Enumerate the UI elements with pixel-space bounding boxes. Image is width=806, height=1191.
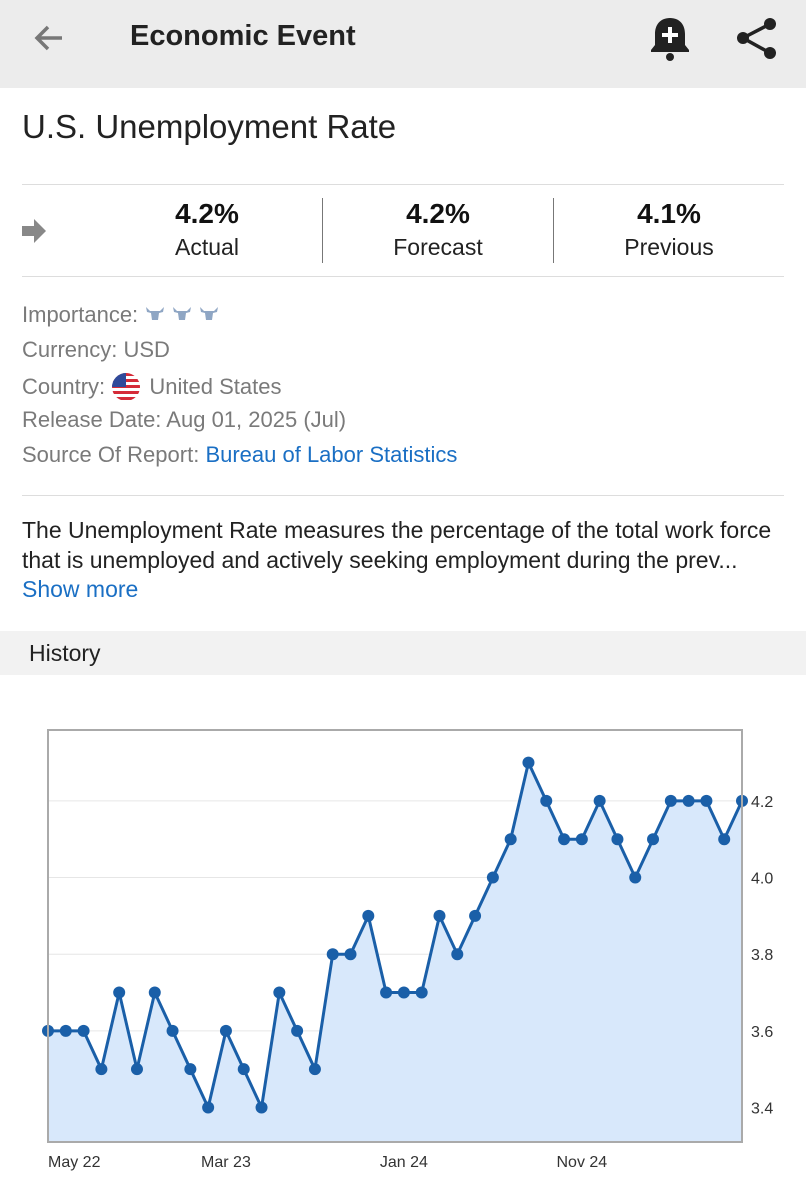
x-tick-label: Jan 24	[380, 1154, 428, 1171]
section-header	[0, 631, 806, 675]
source-link[interactable]: Bureau of Labor Statistics	[205, 442, 458, 467]
x-tick-label: May 22	[48, 1154, 101, 1171]
y-tick-label: 3.8	[751, 947, 773, 964]
x-tick-label: Nov 24	[556, 1154, 607, 1171]
point	[130, 1063, 143, 1076]
divider	[22, 495, 784, 496]
stat-label: Previous	[624, 234, 714, 260]
detail-label: Source Of Report:	[22, 442, 200, 467]
point	[433, 909, 446, 922]
point	[59, 1024, 72, 1037]
app-bar-title: Economic Event	[130, 20, 356, 52]
y-tick-label: 3.4	[751, 1101, 773, 1118]
separator	[322, 198, 323, 263]
point	[362, 909, 375, 922]
point	[326, 948, 339, 961]
point	[166, 1024, 179, 1037]
y-tick-label: 4.2	[751, 794, 773, 811]
point	[682, 794, 695, 807]
detail-label: Country:	[22, 374, 106, 399]
point	[469, 909, 482, 922]
point	[486, 871, 499, 884]
point	[184, 1063, 197, 1076]
point	[611, 833, 624, 846]
point	[575, 833, 588, 846]
section-title: History	[29, 640, 101, 666]
point	[237, 1063, 250, 1076]
plot-border	[47, 729, 743, 1143]
point	[380, 986, 393, 999]
point	[255, 1101, 268, 1114]
point	[593, 794, 606, 807]
detail-row: Importance:	[22, 302, 224, 328]
separator	[553, 198, 554, 263]
point	[77, 1024, 90, 1037]
flag-icon	[112, 373, 141, 401]
chart: 3.4 3.6 3.8 4.0 4.2 May 22 Mar 23 Jan 24 Nov 24	[42, 729, 773, 1171]
point	[273, 986, 286, 999]
trend-arrow	[22, 219, 46, 243]
point	[522, 756, 535, 769]
x-tick-label: Mar 23	[201, 1154, 251, 1171]
point	[558, 833, 571, 846]
show-more-link[interactable]: Show more	[22, 576, 139, 602]
share-button[interactable]	[734, 16, 780, 62]
stat-value: 4.2%	[406, 198, 470, 229]
point	[95, 1063, 108, 1076]
detail-row: Country: United States	[22, 372, 281, 402]
description-text: The Unemployment Rate measures the perce…	[22, 517, 772, 573]
stat: 4.2% Forecast	[323, 198, 553, 261]
divider	[22, 184, 784, 185]
point	[344, 948, 357, 961]
point	[504, 833, 517, 846]
point	[308, 1063, 321, 1076]
stat-value: 4.2%	[175, 198, 239, 229]
area	[48, 762, 742, 1142]
event-title: U.S. Unemployment Rate	[22, 108, 397, 145]
description: The Unemployment Rate measures the perce…	[22, 516, 792, 605]
y-tick-label: 4.0	[751, 871, 773, 888]
divider	[22, 276, 784, 277]
point	[415, 986, 428, 999]
line	[48, 761, 744, 1110]
point	[202, 1101, 215, 1114]
point	[451, 948, 464, 961]
point	[647, 833, 660, 846]
back-button[interactable]	[30, 20, 70, 60]
stat-value: 4.1%	[637, 198, 701, 229]
detail-value: United States	[149, 374, 282, 399]
point	[291, 1024, 304, 1037]
detail-row: Currency: USD	[22, 337, 170, 362]
point	[700, 794, 713, 807]
stat-label: Actual	[175, 234, 239, 260]
alert-button[interactable]	[648, 14, 692, 64]
point	[718, 833, 731, 846]
point	[629, 871, 642, 884]
detail-row: Release Date: Aug 01, 2025 (Jul)	[22, 407, 347, 432]
stat: 4.2% Actual	[92, 198, 322, 261]
stat-label: Forecast	[393, 234, 483, 260]
point	[540, 794, 553, 807]
point	[664, 794, 677, 807]
point	[113, 986, 126, 999]
y-tick-label: 3.6	[751, 1024, 773, 1041]
stat: 4.1% Previous	[554, 198, 784, 261]
detail-row: Source Of Report: Bureau of Labor Statis…	[22, 442, 457, 468]
importance-icons	[146, 307, 219, 320]
point	[397, 986, 410, 999]
point	[219, 1024, 232, 1037]
detail-label: Importance:	[22, 302, 139, 327]
point	[148, 986, 161, 999]
